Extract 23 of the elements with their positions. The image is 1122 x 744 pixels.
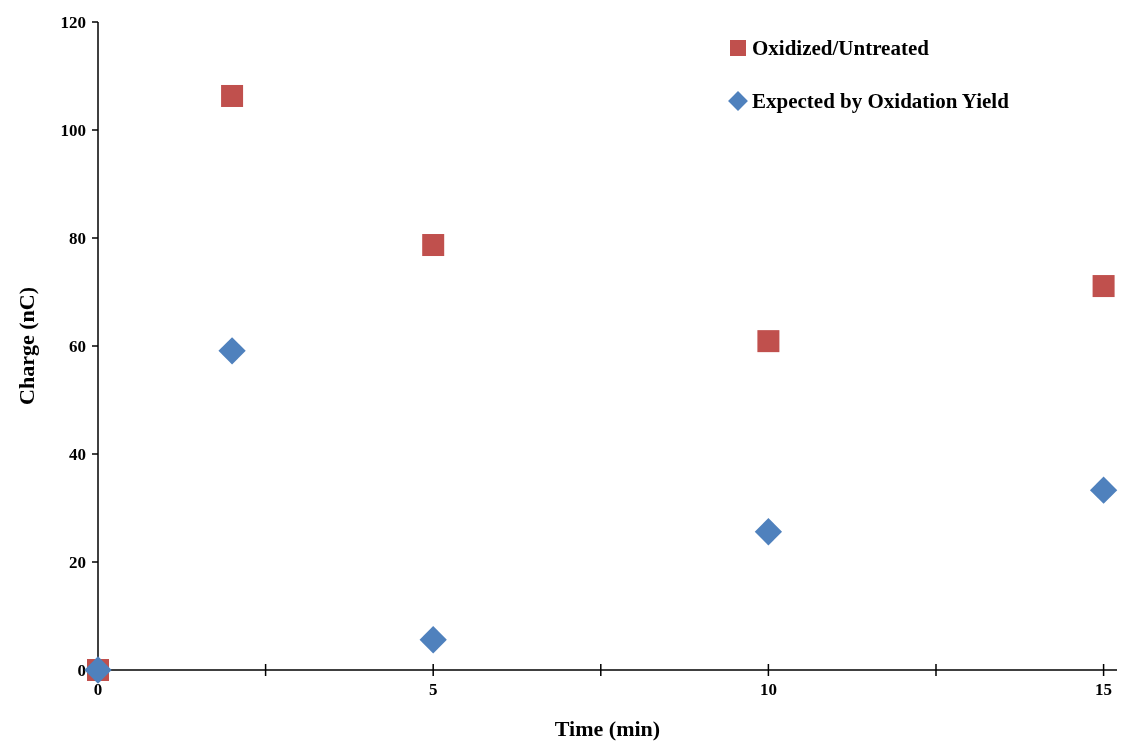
point: [757, 330, 780, 353]
y-tick-label: 20: [69, 552, 86, 572]
legend-label: Oxidized/Untreated: [752, 36, 930, 61]
point: [1092, 275, 1115, 298]
y-axis-title: Charge (nC): [14, 287, 39, 405]
y-tick-label: 40: [69, 444, 86, 464]
point: [221, 84, 244, 107]
x-axis-title: Time (min): [554, 716, 661, 741]
point: [218, 337, 246, 365]
point: [754, 518, 783, 546]
legend-label: Expected by Oxidation Yield: [752, 89, 1010, 114]
y-tick-label: 120: [60, 12, 86, 32]
x-tick-label: 5: [428, 680, 438, 699]
y-tick-label: 80: [69, 228, 86, 248]
x-tick-label: 0: [93, 680, 103, 699]
point: [1089, 476, 1118, 504]
x-tick-label: 10: [759, 680, 777, 699]
y-tick-label: 60: [69, 336, 86, 356]
x-tick-label: 15: [1095, 680, 1113, 699]
y-tick-label: 100: [60, 120, 86, 140]
y-tick-label: 0: [77, 660, 86, 680]
point: [422, 234, 445, 257]
point: [419, 626, 447, 654]
